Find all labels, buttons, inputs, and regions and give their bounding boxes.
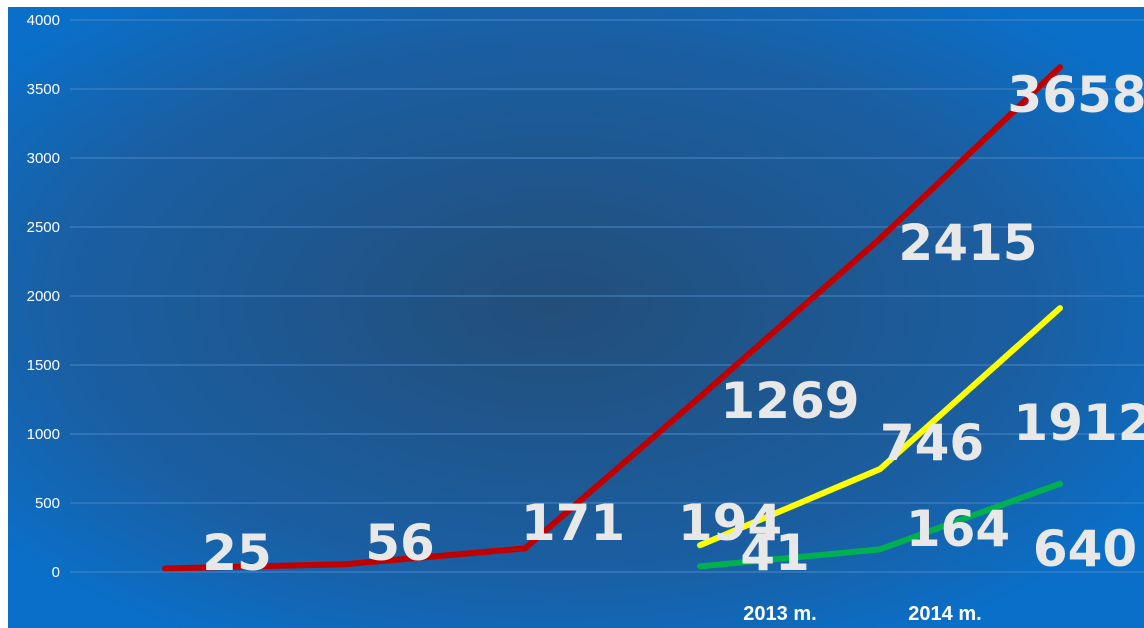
data-label: 171	[521, 494, 625, 552]
y-tick-label: 500	[35, 495, 60, 512]
data-label: 2415	[898, 214, 1037, 272]
y-tick-label: 1000	[27, 426, 60, 443]
data-labels: 25 56 171 1269 2415 3658 194 746 1912 41 164 640	[202, 66, 1144, 582]
y-tick-label: 2500	[27, 219, 60, 236]
data-label: 1912	[1013, 394, 1144, 452]
data-label: 56	[365, 514, 435, 572]
data-label: 41	[740, 524, 810, 582]
data-label: 640	[1033, 520, 1137, 578]
data-label: 164	[906, 500, 1010, 558]
y-axis-ticks: 0 500 1000 1500 2000 2500 3000 3500 4000	[27, 12, 60, 581]
y-tick-label: 0	[52, 564, 60, 581]
y-tick-label: 1500	[27, 357, 60, 374]
series-line-0	[162, 64, 1063, 572]
data-label: 746	[880, 414, 984, 472]
y-tick-label: 3000	[27, 150, 60, 167]
y-tick-label: 2000	[27, 288, 60, 305]
data-label: 3658	[1007, 66, 1144, 124]
x-category-label: 2014 m.	[908, 603, 981, 625]
series-lines	[162, 64, 1063, 572]
x-axis-categories: 2013 m. 2014 m.	[743, 603, 981, 625]
x-category-label: 2013 m.	[743, 603, 816, 625]
y-tick-label: 3500	[27, 81, 60, 98]
data-label: 25	[202, 524, 272, 582]
data-label: 1269	[720, 372, 859, 430]
data-label: 194	[678, 494, 782, 552]
y-tick-label: 4000	[27, 12, 60, 29]
